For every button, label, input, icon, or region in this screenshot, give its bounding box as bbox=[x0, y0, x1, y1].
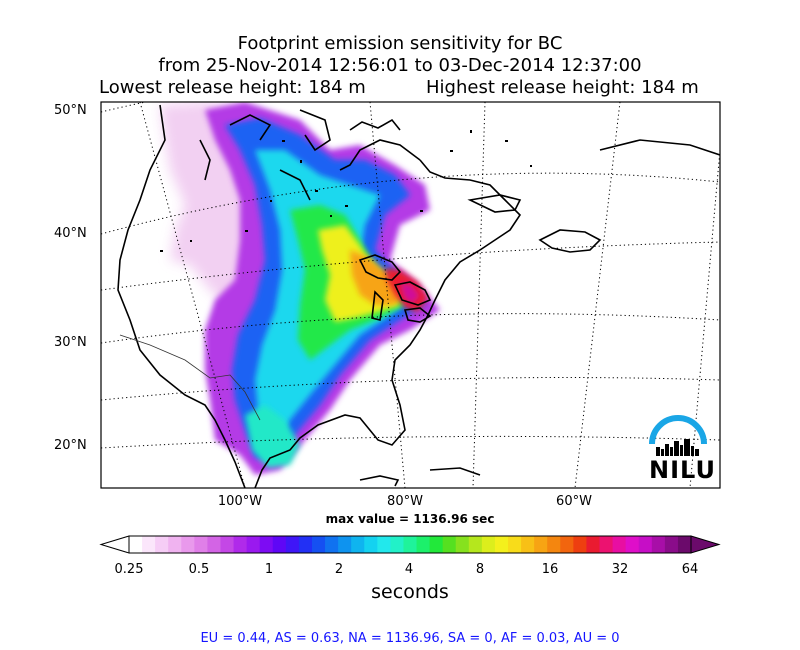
colorbar-segment bbox=[638, 536, 653, 553]
colorbar-tick: 64 bbox=[681, 562, 699, 577]
lon-label: 80°W bbox=[387, 494, 423, 509]
colorbar-segment bbox=[142, 536, 156, 553]
footprint-field bbox=[160, 102, 440, 475]
colorbar-segment bbox=[377, 536, 391, 553]
colorbar-segment bbox=[521, 536, 535, 553]
colorbar-segment bbox=[351, 536, 365, 553]
colorbar-extend-min bbox=[99, 535, 130, 554]
colorbar-tick: 1 bbox=[264, 562, 274, 577]
coastlines bbox=[117, 104, 720, 488]
colorbar-segment bbox=[181, 536, 195, 553]
colorbar-segment bbox=[207, 536, 222, 553]
colorbar-outline bbox=[128, 535, 692, 554]
colorbar-segment bbox=[651, 536, 666, 553]
colorbar-segment bbox=[364, 536, 378, 553]
colorbar-segment bbox=[325, 536, 339, 553]
colorbar-segment bbox=[481, 536, 496, 553]
colorbar-segment bbox=[455, 536, 470, 553]
colorbar-segment bbox=[416, 536, 431, 553]
colorbar-extend-max bbox=[690, 535, 721, 554]
colorbar-segment bbox=[272, 536, 287, 553]
colorbar-segment bbox=[677, 536, 692, 553]
national-border bbox=[119, 334, 261, 421]
lon-label: 100°W bbox=[217, 494, 263, 509]
colorbar-tick: 32 bbox=[611, 562, 629, 577]
graticule bbox=[101, 102, 720, 488]
colorbar-segment bbox=[194, 536, 209, 553]
colorbar-segment bbox=[494, 536, 509, 553]
colorbar-segment bbox=[599, 536, 614, 553]
colorbar-tick: 0.5 bbox=[188, 562, 210, 577]
release-height-low: Lowest release height: 184 m bbox=[99, 77, 366, 98]
colorbar-segment bbox=[259, 536, 274, 553]
title-line-1: Footprint emission sensitivity for BC bbox=[237, 33, 563, 54]
colorbar-segment bbox=[560, 536, 574, 553]
colorbar-segment bbox=[468, 536, 483, 553]
lat-label: 50°N bbox=[54, 103, 87, 118]
release-height-high: Highest release height: 184 m bbox=[426, 77, 699, 98]
colorbar-segment bbox=[390, 536, 405, 553]
lat-label: 20°N bbox=[54, 438, 87, 453]
lon-label: 60°W bbox=[556, 494, 592, 509]
colorbar-unit-label: seconds bbox=[371, 581, 449, 603]
colorbar bbox=[99, 535, 721, 554]
max-value-label: max value = 1136.96 sec bbox=[325, 512, 495, 526]
colorbar-segment bbox=[220, 536, 235, 553]
colorbar-segment bbox=[311, 536, 326, 553]
colorbar-tick: 4 bbox=[404, 562, 414, 577]
colorbar-segment bbox=[442, 536, 457, 553]
lat-label: 40°N bbox=[54, 226, 87, 241]
colorbar-tick: 2 bbox=[334, 562, 344, 577]
colorbar-segment bbox=[612, 536, 627, 553]
colorbar-segment bbox=[403, 536, 418, 553]
title-line-2: from 25-Nov-2014 12:56:01 to 03-Dec-2014… bbox=[158, 55, 642, 76]
colorbar-segment bbox=[625, 536, 640, 553]
colorbar-segment bbox=[508, 536, 522, 553]
colorbar-segment bbox=[168, 536, 182, 553]
colorbar-segment bbox=[285, 536, 300, 553]
colorbar-tick: 0.25 bbox=[114, 562, 144, 577]
colorbar-segment bbox=[429, 536, 444, 553]
colorbar-segment bbox=[586, 536, 601, 553]
nilu-logo-text: NILU bbox=[649, 456, 716, 484]
colorbar-segment bbox=[664, 536, 679, 553]
colorbar-segment bbox=[129, 536, 143, 553]
colorbar-segment bbox=[246, 536, 261, 553]
colorbar-tick: 8 bbox=[475, 562, 485, 577]
colorbar-segment bbox=[338, 536, 352, 553]
colorbar-segment bbox=[155, 536, 169, 553]
nilu-logo-icon bbox=[649, 415, 707, 456]
colorbar-segment bbox=[233, 536, 248, 553]
colorbar-segment bbox=[534, 536, 548, 553]
colorbar-tick: 16 bbox=[541, 562, 559, 577]
region-totals-footer: EU = 0.44, AS = 0.63, NA = 1136.96, SA =… bbox=[200, 631, 620, 646]
lat-label: 30°N bbox=[54, 335, 87, 350]
colorbar-segment bbox=[298, 536, 313, 553]
colorbar-segment bbox=[573, 536, 588, 553]
colorbar-segment bbox=[547, 536, 561, 553]
map-frame bbox=[100, 101, 721, 489]
lakes-islands bbox=[160, 130, 532, 252]
